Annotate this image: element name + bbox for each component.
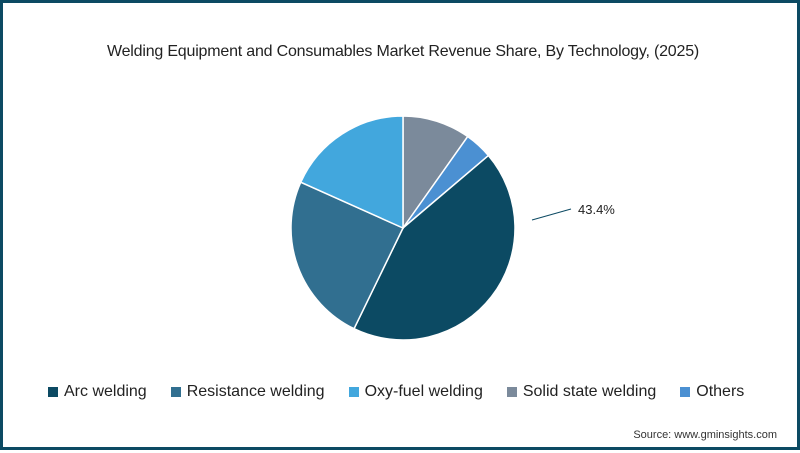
legend-item-others[interactable]: Others [680,383,744,401]
data-label-arc-welding: 43.4% [578,202,615,217]
legend-swatch-icon [170,387,181,397]
legend-swatch-icon [348,387,359,397]
legend-label: Solid state welding [522,383,657,400]
pie-slice-arc-welding[interactable] [353,154,516,341]
legend-item-oxy-fuel-welding[interactable]: Oxy-fuel welding [348,383,483,401]
legend-label: Resistance welding [186,383,325,400]
legend: Arc welding Resistance welding Oxy-fuel … [48,383,768,401]
pie-slice-oxy-fuel-welding[interactable] [299,115,404,230]
leader-line [531,208,572,221]
legend-swatch-icon [48,387,58,397]
source-note: Source: www.gminsights.com [633,429,777,441]
legend-item-solid-state-welding[interactable]: Solid state welding [506,383,657,401]
chart-title: Welding Equipment and Consumables Market… [106,43,700,60]
pie-slice-resistance-welding[interactable] [290,181,405,330]
legend-item-resistance-welding[interactable]: Resistance welding [170,383,325,401]
legend-label: Arc welding [64,383,147,400]
legend-item-arc-welding[interactable]: Arc welding [48,383,147,401]
legend-swatch-icon [680,387,691,397]
legend-label: Others [696,383,745,400]
legend-label: Oxy-fuel welding [364,383,483,400]
legend-swatch-icon [506,387,517,397]
pie-chart [290,115,572,341]
